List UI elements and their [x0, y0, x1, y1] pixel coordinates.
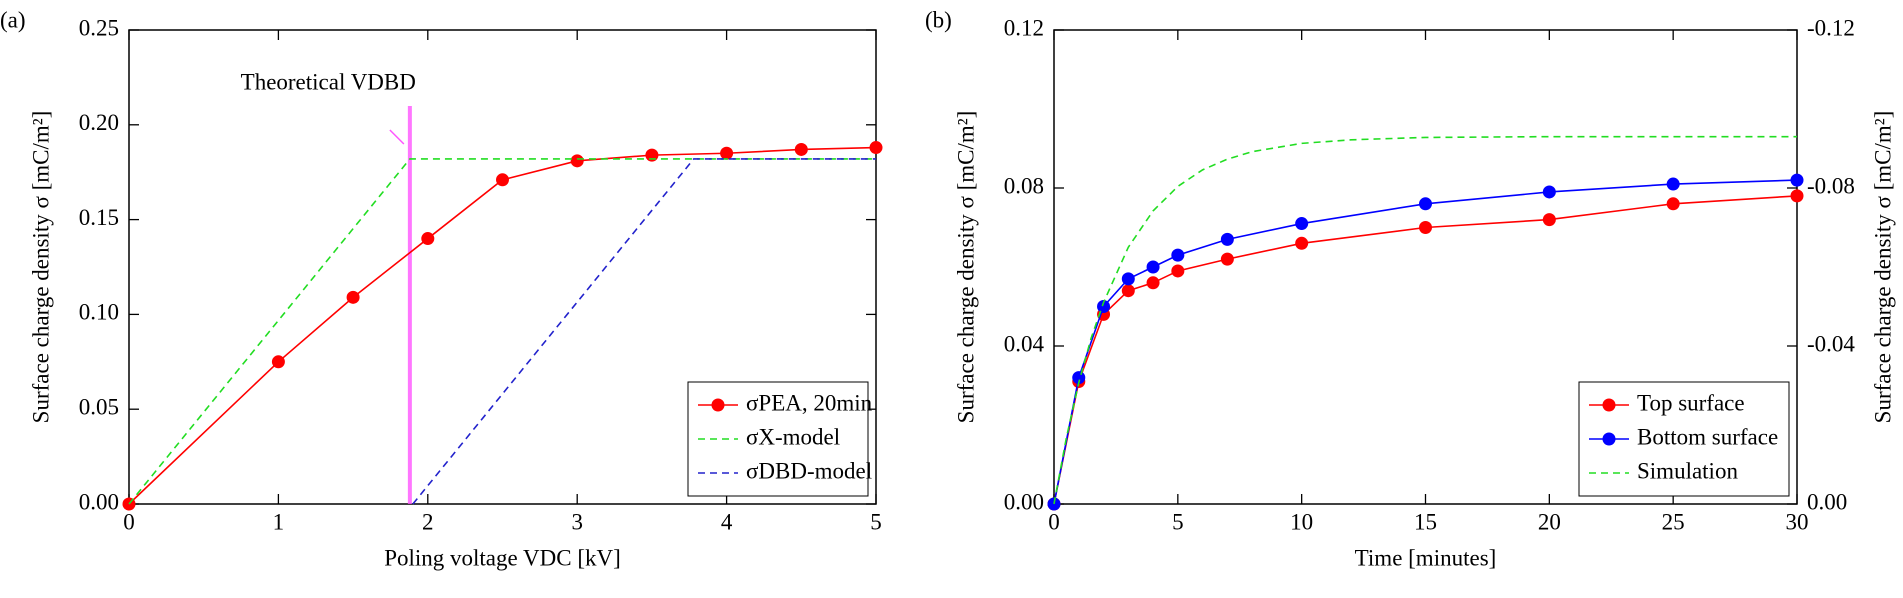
x-tick-label: 20 [1538, 509, 1561, 534]
y-tick-label: 0.25 [79, 15, 119, 40]
series-line [128, 146, 877, 505]
series-line [1053, 195, 1798, 505]
data-point [1072, 371, 1086, 385]
panel-label: (b) [925, 7, 952, 32]
legend-label: σPEA, 20min [746, 390, 873, 415]
data-point [794, 142, 808, 156]
data-point [421, 232, 435, 246]
data-point [869, 141, 883, 155]
data-point [1419, 197, 1432, 211]
y2-tick-label: -0.08 [1807, 173, 1855, 198]
x-tick-label: 0 [1048, 509, 1060, 534]
y-tick-label: 0.05 [79, 394, 119, 419]
legend-label: σX-model [746, 424, 840, 449]
x-tick-label: 4 [721, 509, 733, 534]
data-point [496, 173, 509, 187]
series-line [128, 158, 876, 505]
x-tick-label: 3 [571, 509, 583, 534]
data-point [1121, 284, 1135, 298]
y-axis-label: Surface charge density σ [mC/m²] [28, 111, 53, 424]
data-point [720, 146, 734, 160]
y-tick-label: 0.15 [79, 205, 119, 230]
y2-tick-label: -0.04 [1807, 331, 1855, 356]
y-tick-label: 0.08 [1004, 173, 1044, 198]
data-point [1146, 260, 1160, 274]
y-tick-label: 0.20 [79, 110, 119, 135]
x-tick-label: 5 [1172, 509, 1184, 534]
data-point [271, 355, 285, 369]
data-point [1171, 248, 1185, 262]
x-tick-label: 10 [1290, 509, 1313, 534]
data-point [1666, 177, 1680, 191]
x-tick-label: 15 [1414, 509, 1437, 534]
x-tick-label: 0 [123, 509, 135, 534]
legend-marker [1602, 432, 1616, 446]
data-point [1220, 232, 1234, 246]
x-tick-label: 25 [1662, 509, 1685, 534]
data-point [1097, 300, 1111, 313]
x-tick-label: 1 [273, 509, 285, 534]
data-point [1220, 252, 1234, 266]
data-point [1419, 221, 1432, 234]
data-point [1790, 189, 1804, 203]
series-line [1053, 179, 1798, 505]
annotation-text: Theoretical VDBD [241, 69, 416, 94]
legend-label: σDBD-model [746, 458, 872, 483]
series-line [1053, 135, 1797, 505]
data-point [1146, 276, 1160, 290]
legend-label: Bottom surface [1637, 424, 1778, 449]
legend-label: Top surface [1637, 390, 1745, 415]
legend-marker [711, 398, 725, 412]
y-tick-label: 0.10 [79, 300, 119, 325]
legend-label: Simulation [1637, 458, 1738, 483]
y2-tick-label: -0.12 [1807, 15, 1855, 40]
annotation-arrow [389, 129, 405, 145]
legend-marker [1602, 398, 1616, 412]
data-point [1121, 272, 1135, 286]
y-tick-label: 0.04 [1004, 331, 1045, 356]
data-point [1790, 173, 1804, 187]
y2-axis-label: Surface charge density σ [mC/m²] [1870, 111, 1895, 424]
plot-frame [128, 29, 877, 505]
y-axis-label: Surface charge density σ [mC/m²] [953, 111, 978, 424]
x-axis-label: Time [minutes] [1355, 545, 1497, 570]
y2-tick-label: 0.00 [1807, 489, 1847, 514]
data-point [1542, 213, 1556, 227]
y-tick-label: 0.00 [79, 489, 119, 514]
data-point [570, 154, 584, 168]
panel-label: (a) [0, 7, 26, 32]
x-tick-label: 2 [422, 509, 434, 534]
data-point [1171, 264, 1185, 278]
data-point [1295, 236, 1309, 250]
x-axis-label: Poling voltage VDC [kV] [384, 545, 621, 570]
data-point [1666, 197, 1680, 211]
data-point [1295, 217, 1309, 231]
y-tick-label: 0.12 [1004, 15, 1044, 40]
data-point [1542, 185, 1556, 199]
x-tick-label: 30 [1786, 509, 1809, 534]
series-line [412, 158, 876, 505]
x-tick-label: 5 [870, 509, 882, 534]
data-point [346, 290, 360, 304]
y-tick-label: 0.00 [1004, 489, 1044, 514]
